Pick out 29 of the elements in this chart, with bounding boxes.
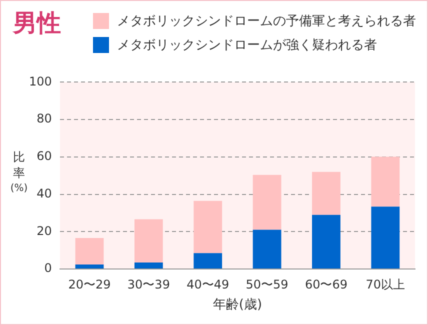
legend-label: メタボリックシンドロームが強く疑われる者: [117, 37, 377, 54]
y-tick-label: 0: [44, 261, 52, 276]
y-axis-title: 比率(%): [9, 149, 29, 196]
x-tick-label: 60〜69: [304, 277, 348, 292]
x-tick-label: 50〜59: [246, 277, 288, 292]
bar: [134, 219, 163, 262]
x-tick-label: 70以上: [366, 277, 406, 292]
bar: [75, 238, 104, 265]
bar: [371, 206, 400, 268]
bar: [312, 214, 340, 268]
bar: [75, 264, 104, 268]
x-tick-label: 20〜29: [68, 277, 111, 292]
x-axis-title: 年齢(歳): [212, 298, 262, 313]
bar: [312, 172, 340, 215]
bar: [194, 253, 222, 268]
bar: [252, 174, 282, 230]
chart-title: 男性: [13, 8, 61, 39]
y-tick-label: 100: [29, 74, 52, 88]
bar: [194, 200, 222, 254]
y-tick-label: 60: [36, 149, 52, 164]
x-tick-label: 40〜49: [186, 277, 230, 292]
bar: [134, 262, 163, 268]
y-tick-label: 40: [36, 186, 52, 200]
y-tick-label: 20: [36, 224, 52, 238]
bar: [252, 230, 282, 268]
x-tick-label: 30〜39: [127, 277, 170, 292]
y-tick-label: 80: [36, 112, 52, 126]
legend-label: メタボリックシンドロームの予備軍と考えられる者: [117, 13, 416, 30]
bar: [371, 156, 400, 207]
